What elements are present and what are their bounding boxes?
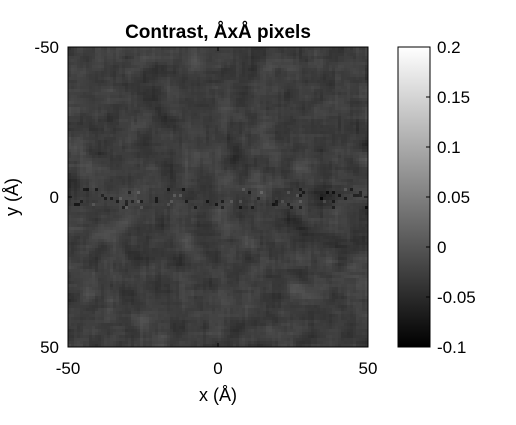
x-tick-label: 50: [359, 359, 378, 378]
colorbar-tick-label: 0.15: [437, 88, 470, 107]
heatmap-image: [68, 47, 368, 347]
x-tick-label: 0: [213, 359, 222, 378]
y-tick-label: 0: [50, 188, 59, 207]
y-axis: -50 0 50: [34, 38, 368, 357]
colorbar-tick-label: 0.05: [437, 188, 470, 207]
y-tick-label: 50: [40, 338, 59, 357]
colorbar-tick-label: 0: [437, 238, 446, 257]
chart-title: Contrast, ÅxÅ pixels: [125, 22, 311, 43]
colorbar-ticks: 0.2 0.15 0.1 0.05 0 -0.05 -0.1: [426, 38, 476, 357]
colorbar: [397, 46, 431, 348]
colorbar-tick-label: 0.1: [437, 138, 461, 157]
heatmap-pixels: [68, 47, 368, 347]
colorbar-tick-label: 0.2: [437, 38, 461, 57]
y-tick-label: -50: [34, 38, 59, 57]
colorbar-tick-label: -0.05: [437, 288, 476, 307]
colorbar-tick-label: -0.1: [437, 338, 466, 357]
y-axis-label: y (Å): [2, 178, 22, 216]
x-axis-label: x (Å): [199, 385, 237, 405]
x-tick-label: -50: [56, 359, 81, 378]
x-axis: -50 0 50: [56, 47, 378, 378]
